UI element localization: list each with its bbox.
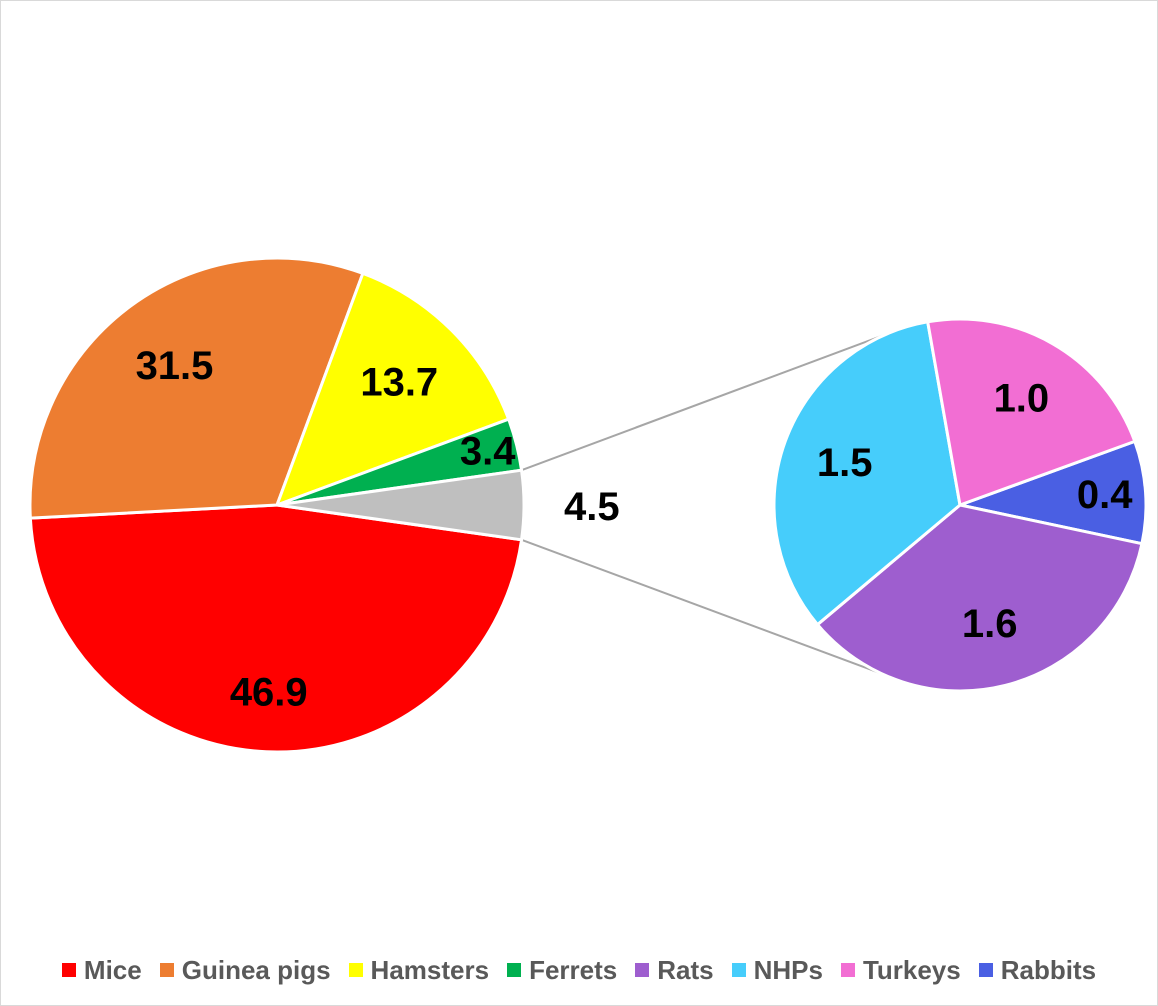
- data-label-other: 4.5: [564, 485, 620, 529]
- secondary-pie: [772, 317, 1148, 693]
- legend-item-ferrets: Ferrets: [507, 955, 617, 986]
- legend-item-rats: Rats: [635, 954, 714, 986]
- data-label-hamsters: 13.7: [360, 361, 438, 405]
- slice-rabbits: [958, 439, 1148, 546]
- legend-swatch: [348, 963, 363, 977]
- legend-label: Rabbits: [1000, 954, 1097, 985]
- connector-line-bottom: [521, 538, 882, 675]
- legend-label: NHPs: [753, 954, 823, 985]
- legend-item-guinea-pigs: Guinea pigs: [159, 954, 331, 986]
- legend-swatch: [840, 963, 855, 977]
- main-pie-labels: 46.9 31.5 13.7 3.4: [136, 344, 517, 715]
- data-label-mice: 46.9: [230, 671, 308, 715]
- legend-swatch: [507, 963, 522, 977]
- connector-lines: [521, 327, 903, 675]
- legend: Mice Guinea pigs Hamsters Ferrets Rats N…: [0, 950, 1158, 990]
- legend-swatch: [159, 963, 174, 977]
- data-label-rats: 1.6: [962, 602, 1018, 646]
- slice-nhps: [772, 320, 962, 627]
- data-label-nhps: 1.5: [817, 441, 873, 485]
- legend-item-rabbits: Rabbits: [978, 954, 1097, 986]
- main-pie: [28, 256, 526, 754]
- legend-swatch: [978, 963, 993, 977]
- legend-label: Hamsters: [370, 954, 490, 985]
- data-label-ferrets: 3.4: [460, 430, 516, 474]
- legend-item-hamsters: Hamsters: [348, 954, 490, 986]
- slice-other: [275, 468, 526, 542]
- legend-item-mice: Mice: [61, 954, 142, 986]
- slice-rats: [816, 503, 1144, 693]
- legend-label: Turkeys: [862, 954, 961, 985]
- slice-mice: [28, 503, 524, 754]
- data-label-guinea-pigs: 31.5: [136, 344, 214, 388]
- legend-item-turkeys: Turkeys: [840, 954, 961, 986]
- legend-swatch: [61, 963, 76, 977]
- legend-label: Rats: [657, 954, 714, 985]
- legend-swatch: [731, 963, 746, 977]
- connector-line-top: [521, 327, 903, 472]
- slice-hamsters: [275, 271, 511, 507]
- secondary-pie-labels: 1.6 1.5 1.0 0.4: [817, 377, 1133, 646]
- slice-turkeys: [926, 317, 1137, 507]
- legend-label: Mice: [83, 954, 142, 985]
- slice-guinea-pigs: [28, 256, 365, 520]
- legend-label: Guinea pigs: [181, 954, 331, 985]
- data-label-rabbits: 0.4: [1077, 473, 1133, 517]
- legend-item-nhps: NHPs: [731, 954, 823, 986]
- legend-swatch: [635, 963, 650, 977]
- data-label-turkeys: 1.0: [994, 377, 1050, 421]
- legend-label: Ferrets: [529, 954, 618, 985]
